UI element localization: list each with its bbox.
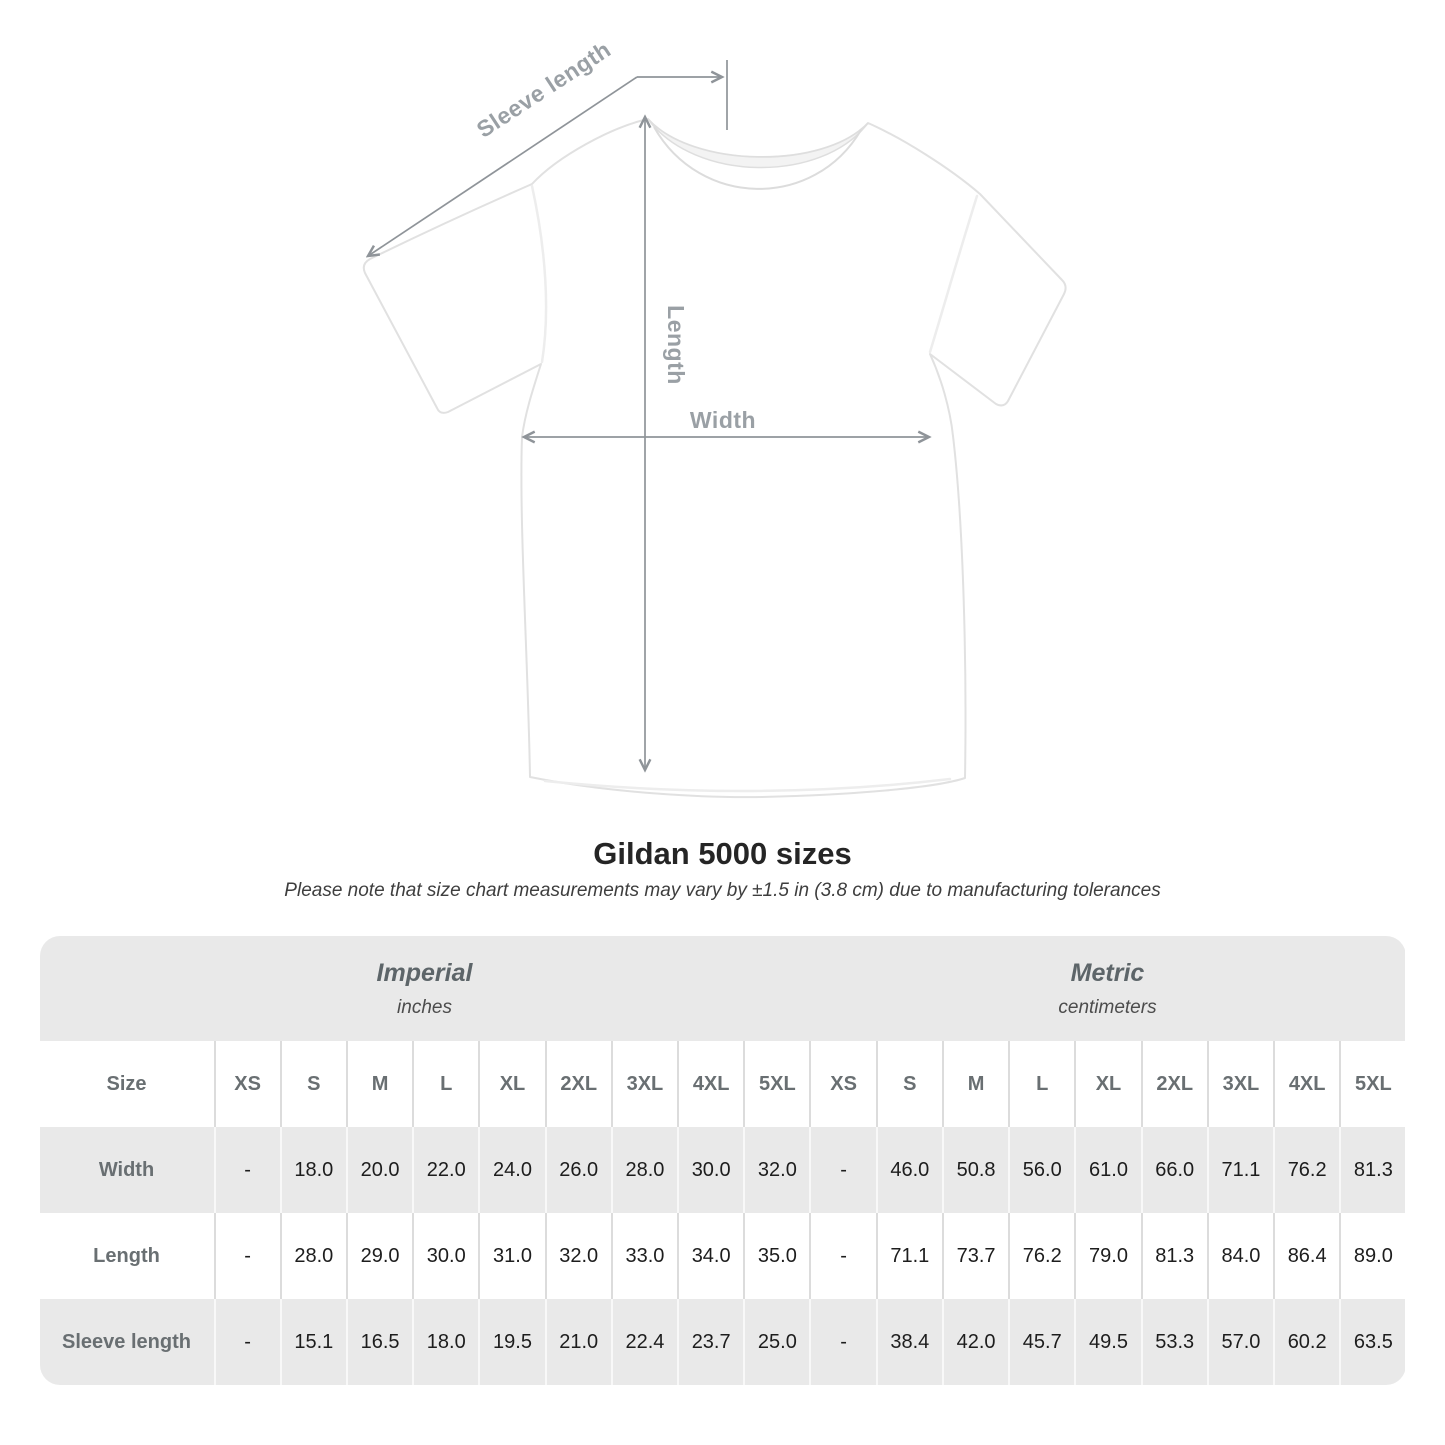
table-cell: 81.3 <box>1140 1213 1207 1299</box>
table-cell: 32.0 <box>544 1213 611 1299</box>
table-cell: 18.0 <box>412 1299 479 1385</box>
metric-label: Metric <box>1070 958 1145 987</box>
table-cell: 89.0 <box>1339 1213 1406 1299</box>
tshirt-outline <box>362 118 1067 799</box>
table-cell: 33.0 <box>610 1213 678 1299</box>
table-cell: 76.2 <box>1273 1127 1340 1213</box>
column-header-m-metric: M <box>941 1041 1009 1127</box>
table-cell: - <box>213 1213 280 1299</box>
row-label-sleeve-length: Sleeve length <box>39 1299 214 1385</box>
table-cell: 81.3 <box>1339 1127 1406 1213</box>
hem-shadow <box>543 777 952 793</box>
column-header-2xl-metric: 2XL <box>1140 1041 1207 1127</box>
sleeve-length-arrow <box>368 76 638 256</box>
table-cell: 76.2 <box>1008 1213 1075 1299</box>
column-header-5xl-metric: 5XL <box>1339 1041 1406 1127</box>
table-cell: 22.4 <box>610 1299 678 1385</box>
table-cell: 25.0 <box>743 1299 810 1385</box>
table-cell: 34.0 <box>677 1213 744 1299</box>
table-cell: 46.0 <box>875 1127 942 1213</box>
table-cell: 35.0 <box>743 1213 810 1299</box>
table-cell: - <box>809 1299 876 1385</box>
column-header-xs-imperial: XS <box>213 1041 280 1127</box>
column-header-xl-imperial: XL <box>478 1041 545 1127</box>
column-header-s-metric: S <box>875 1041 942 1127</box>
table-cell: 31.0 <box>478 1213 545 1299</box>
table-cell: 30.0 <box>677 1127 744 1213</box>
row-label-width: Width <box>39 1127 214 1213</box>
page-title: Gildan 5000 sizes <box>593 836 852 871</box>
length-label: Length <box>663 305 689 385</box>
table-cell: 61.0 <box>1074 1127 1141 1213</box>
dimension-arrows <box>368 60 929 770</box>
table-cell: 19.5 <box>478 1299 545 1385</box>
table-cell: 29.0 <box>345 1213 413 1299</box>
table-cell: 32.0 <box>743 1127 810 1213</box>
table-cell: 50.8 <box>941 1127 1009 1213</box>
column-header-l-imperial: L <box>412 1041 479 1127</box>
table-cell: 56.0 <box>1008 1127 1075 1213</box>
table-cell: 57.0 <box>1206 1299 1274 1385</box>
row-label-length: Length <box>39 1213 214 1299</box>
table-cell: 71.1 <box>1206 1127 1274 1213</box>
column-header-xl-metric: XL <box>1074 1041 1141 1127</box>
table-cell: - <box>213 1127 280 1213</box>
column-header-xs-metric: XS <box>809 1041 876 1127</box>
table-cell: 42.0 <box>941 1299 1009 1385</box>
column-header-m-imperial: M <box>345 1041 413 1127</box>
table-cell: 60.2 <box>1273 1299 1340 1385</box>
table-cell: 21.0 <box>544 1299 611 1385</box>
table-cell: 23.7 <box>677 1299 744 1385</box>
column-header-3xl-metric: 3XL <box>1206 1041 1274 1127</box>
metric-unit-label: centimeters <box>1058 996 1157 1018</box>
right-armhole-seam <box>928 194 979 354</box>
table-cell: 18.0 <box>279 1127 346 1213</box>
size-table: Imperial inches Metric centimeters Size … <box>39 936 1406 1385</box>
table-cell: 79.0 <box>1074 1213 1141 1299</box>
column-header-2xl-imperial: 2XL <box>544 1041 611 1127</box>
table-cell: 45.7 <box>1008 1299 1075 1385</box>
table-cell: 53.3 <box>1140 1299 1207 1385</box>
column-header-4xl-imperial: 4XL <box>677 1041 744 1127</box>
table-cell: 20.0 <box>345 1127 413 1213</box>
table-cell: 63.5 <box>1339 1299 1406 1385</box>
left-armhole-seam <box>530 184 548 364</box>
metric-group-header: Metric centimeters <box>809 936 1406 1041</box>
imperial-group-header: Imperial inches <box>39 936 810 1041</box>
column-header-4xl-metric: 4XL <box>1273 1041 1340 1127</box>
column-header-l-metric: L <box>1008 1041 1075 1127</box>
table-cell: 26.0 <box>544 1127 611 1213</box>
collar-inner-seam <box>653 126 862 190</box>
collar-opening <box>647 118 869 169</box>
imperial-unit-label: inches <box>397 996 452 1018</box>
imperial-label: Imperial <box>376 958 473 987</box>
table-cell: 28.0 <box>610 1127 678 1213</box>
table-cell: 86.4 <box>1273 1213 1340 1299</box>
table-cell: 38.4 <box>875 1299 942 1385</box>
width-label: Width <box>690 407 756 433</box>
table-cell: - <box>213 1299 280 1385</box>
table-cell: 49.5 <box>1074 1299 1141 1385</box>
table-cell: - <box>809 1127 876 1213</box>
table-cell: 16.5 <box>345 1299 413 1385</box>
table-cell: 66.0 <box>1140 1127 1207 1213</box>
table-cell: 15.1 <box>279 1299 346 1385</box>
tshirt-measurement-diagram: Sleeve length Length Width <box>362 36 1067 799</box>
column-header-5xl-imperial: 5XL <box>743 1041 810 1127</box>
column-header-s-imperial: S <box>279 1041 346 1127</box>
table-cell: 24.0 <box>478 1127 545 1213</box>
title-block: Gildan 5000 sizes Please note that size … <box>0 836 1445 902</box>
table-cell: 22.0 <box>412 1127 479 1213</box>
table-cell: 84.0 <box>1206 1213 1274 1299</box>
table-cell: 30.0 <box>412 1213 479 1299</box>
column-header-size: Size <box>39 1041 214 1127</box>
tshirt-illustration <box>362 118 1067 799</box>
table-cell: 71.1 <box>875 1213 942 1299</box>
table-cell: - <box>809 1213 876 1299</box>
tolerance-note: Please note that size chart measurements… <box>284 880 1161 901</box>
table-cell: 28.0 <box>279 1213 346 1299</box>
column-header-3xl-imperial: 3XL <box>610 1041 678 1127</box>
table-cell: 73.7 <box>941 1213 1009 1299</box>
sleeve-length-label: Sleeve length <box>472 36 616 143</box>
